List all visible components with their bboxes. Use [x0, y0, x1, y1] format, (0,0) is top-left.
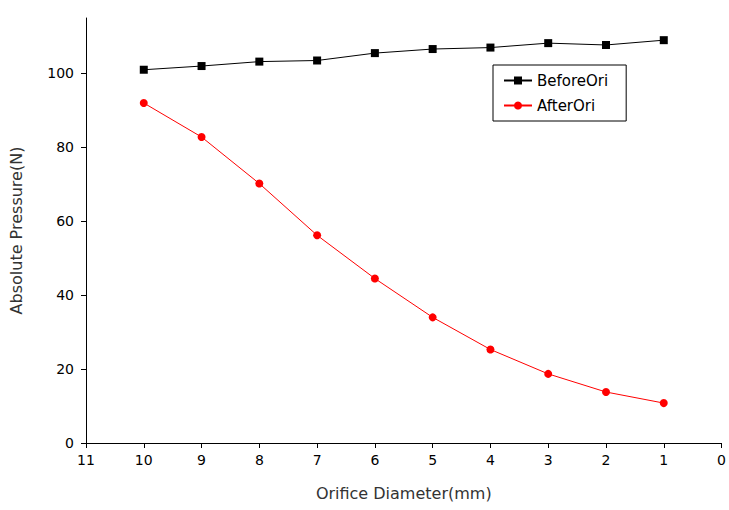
svg-text:3: 3 — [544, 452, 553, 468]
svg-text:9: 9 — [197, 452, 206, 468]
svg-text:8: 8 — [255, 452, 264, 468]
svg-text:0: 0 — [65, 435, 74, 451]
svg-text:7: 7 — [313, 452, 322, 468]
svg-text:4: 4 — [486, 452, 495, 468]
svg-text:5: 5 — [428, 452, 437, 468]
svg-text:2: 2 — [602, 452, 611, 468]
svg-text:40: 40 — [56, 287, 74, 303]
svg-text:1: 1 — [659, 452, 668, 468]
svg-text:11: 11 — [77, 452, 95, 468]
svg-text:BeforeOri: BeforeOri — [537, 72, 608, 90]
svg-text:AfterOri: AfterOri — [537, 97, 595, 115]
svg-text:0: 0 — [717, 452, 726, 468]
svg-text:100: 100 — [47, 65, 74, 81]
svg-text:80: 80 — [56, 139, 74, 155]
svg-text:Absolute Pressure(N): Absolute Pressure(N) — [7, 147, 26, 315]
svg-text:10: 10 — [135, 452, 153, 468]
svg-text:6: 6 — [370, 452, 379, 468]
svg-text:Orifice Diameter(mm): Orifice Diameter(mm) — [316, 484, 492, 503]
svg-text:20: 20 — [56, 361, 74, 377]
svg-text:60: 60 — [56, 213, 74, 229]
